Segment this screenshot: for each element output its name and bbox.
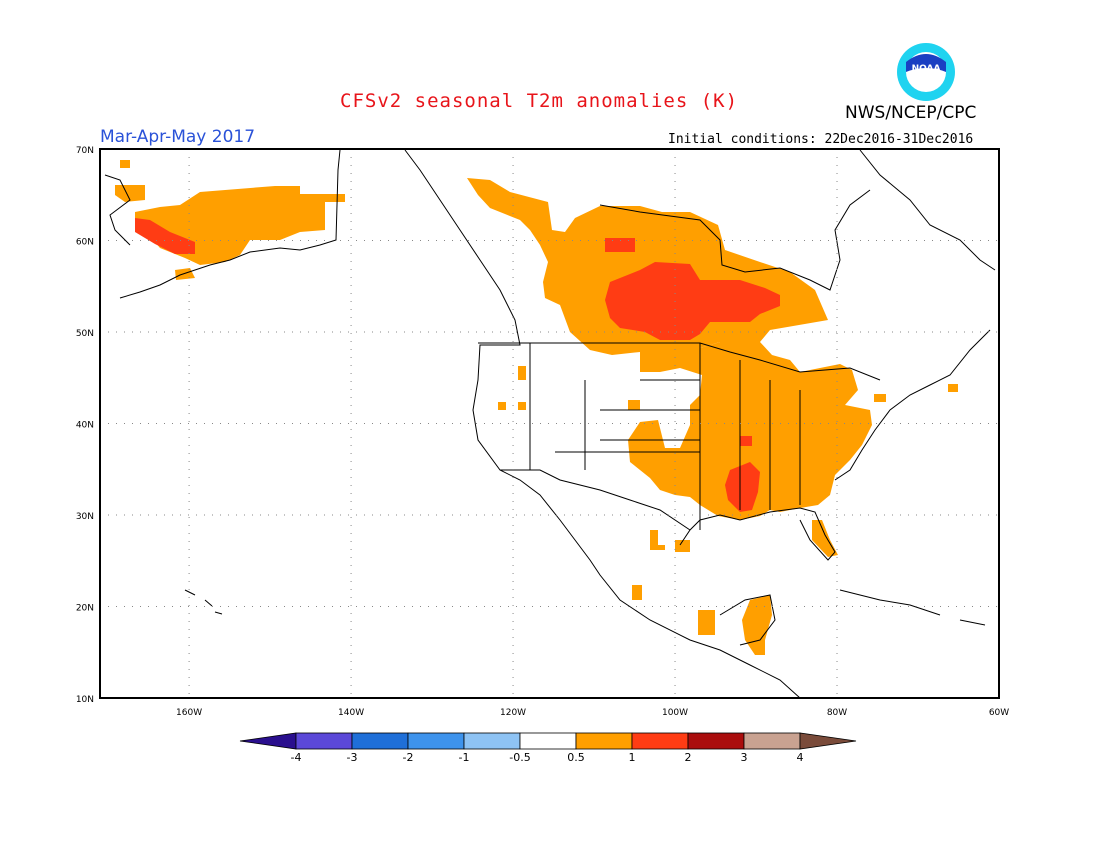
maine-spot xyxy=(874,394,886,402)
alaska-south-region xyxy=(175,268,195,280)
legend-swatch xyxy=(463,732,521,750)
mexico-south-region xyxy=(742,595,772,655)
iowa-hot-spot xyxy=(740,436,752,446)
longitude-labels: 160W 140W 120W 100W 80W 60W xyxy=(176,708,1009,718)
west-coast xyxy=(404,149,801,699)
lon-label: 140W xyxy=(338,708,364,718)
nw-us-spot-1 xyxy=(518,366,526,380)
map-title: CFSv2 seasonal T2m anomalies (K) xyxy=(340,90,739,112)
alaska-coast xyxy=(104,149,341,299)
legend-label: 4 xyxy=(797,751,804,764)
canada-central-hot-region xyxy=(605,262,780,340)
noaa-logo-text: NOAA xyxy=(912,64,941,74)
legend-swatch xyxy=(351,732,409,750)
lon-label: 60W xyxy=(989,708,1009,718)
central-america-spot xyxy=(698,610,715,635)
canada-small-hot-region xyxy=(605,238,635,252)
lat-label: 70N xyxy=(76,146,94,156)
alaska-tip-region xyxy=(115,185,145,202)
hawaii xyxy=(184,589,223,615)
coastlines xyxy=(104,149,996,699)
latitude-labels: 70N 60N 50N 40N 30N 20N 10N xyxy=(76,146,94,705)
lat-label: 50N xyxy=(76,329,94,339)
lon-label: 80W xyxy=(827,708,847,718)
agency-label: NWS/NCEP/CPC xyxy=(845,103,977,123)
legend-label: -1 xyxy=(459,751,470,764)
greenland-coast xyxy=(859,149,996,271)
legend-label: 1 xyxy=(629,751,636,764)
alaska-west-hot-region xyxy=(135,218,195,254)
legend-label: 0.5 xyxy=(567,751,585,764)
hudson-bay xyxy=(599,189,871,291)
florida-region xyxy=(812,520,838,557)
legend-arrow-low xyxy=(239,732,297,750)
anomaly-fills xyxy=(115,160,958,655)
nw-us-spot-2 xyxy=(498,402,506,410)
yucatan xyxy=(719,594,776,646)
legend-label: -3 xyxy=(347,751,358,764)
lat-label: 60N xyxy=(76,238,94,248)
lat-label: 30N xyxy=(76,512,94,522)
east-coast xyxy=(834,329,991,481)
legend-swatch xyxy=(519,732,577,750)
noaa-logo: NOAA xyxy=(897,43,955,101)
gulf-coast xyxy=(679,507,836,561)
state-lines xyxy=(529,343,801,530)
legend-swatch xyxy=(687,732,745,750)
legend-swatch xyxy=(631,732,689,750)
initial-conditions: Initial conditions: 22Dec2016-31Dec2016 xyxy=(668,132,974,147)
lon-label: 120W xyxy=(500,708,526,718)
legend-label: -4 xyxy=(291,751,302,764)
lon-label: 160W xyxy=(176,708,202,718)
lat-label: 10N xyxy=(76,695,94,705)
nova-scotia-spot xyxy=(948,384,958,392)
lat-label: 20N xyxy=(76,604,94,614)
canada-west-spot xyxy=(628,400,640,410)
mexico-gulf-spot xyxy=(675,540,690,552)
legend-swatch xyxy=(407,732,465,750)
us-mexico-border xyxy=(500,469,691,531)
legend-label: -0.5 xyxy=(509,751,530,764)
legend-label: -2 xyxy=(403,751,414,764)
nw-us-spot-3 xyxy=(518,402,526,410)
legend-label: 2 xyxy=(685,751,692,764)
southeast-hot-region xyxy=(725,462,760,512)
alaska-far-west-spot xyxy=(120,160,130,168)
us-central-east-region xyxy=(628,342,872,520)
map-frame xyxy=(99,148,1000,699)
legend-arrow-high xyxy=(799,732,857,750)
forecast-period: Mar-Apr-May 2017 xyxy=(100,127,256,147)
alaska-warm-region xyxy=(135,186,345,265)
legend-label: 3 xyxy=(741,751,748,764)
color-legend: -4 -3 -2 -1 -0.5 0.5 1 2 3 4 xyxy=(239,732,857,764)
lat-label: 40N xyxy=(76,421,94,431)
mexico-mid-spot xyxy=(632,585,642,600)
legend-swatch xyxy=(575,732,633,750)
legend-swatch xyxy=(295,732,353,750)
mexico-west-spot xyxy=(650,530,665,550)
legend-swatch xyxy=(743,732,801,750)
lon-label: 100W xyxy=(662,708,688,718)
caribbean xyxy=(839,589,986,626)
